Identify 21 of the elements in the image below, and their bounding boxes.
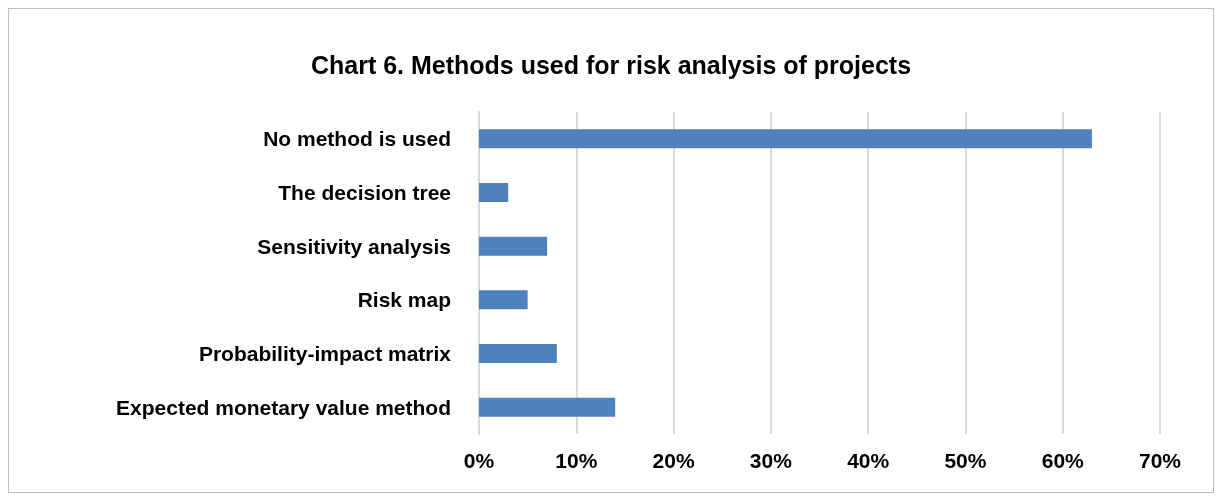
x-tick-label: 70%	[1138, 449, 1182, 472]
bar	[479, 129, 1092, 149]
y-tick-label: The decision tree	[278, 181, 451, 204]
bar	[479, 397, 616, 417]
bar	[479, 290, 528, 310]
x-tick-label: 10%	[555, 449, 598, 472]
y-tick-label: Sensitivity analysis	[257, 234, 451, 258]
bar	[479, 183, 509, 202]
x-tick-label: 0%	[463, 449, 495, 472]
y-tick-label: Probability-impact matrix	[198, 342, 452, 365]
y-tick-label: Risk map	[357, 288, 451, 312]
x-tick-label: 30%	[749, 449, 793, 472]
bar	[479, 344, 557, 363]
y-tick-label: Expected monetary value method	[116, 395, 451, 419]
y-tick-label: No method is used	[263, 127, 451, 151]
chart-title: Chart 6. Methods used for risk analysis of projects	[310, 50, 912, 79]
x-tick-label: 20%	[652, 449, 695, 472]
x-tick-label: 40%	[847, 449, 890, 472]
bar	[479, 236, 548, 256]
x-tick-label: 50%	[944, 449, 987, 472]
x-tick-label: 60%	[1041, 449, 1085, 472]
